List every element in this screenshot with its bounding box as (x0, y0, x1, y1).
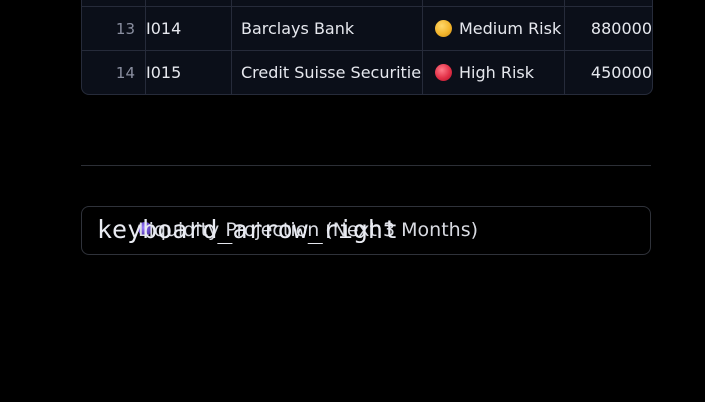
cell-risk[interactable]: Medium Risk (423, 7, 564, 51)
row-index: 14 (115, 64, 135, 82)
cell-name[interactable]: Barclays Bank (241, 19, 355, 38)
expander-title: Liquidity Projection (Next 3 Months) (138, 219, 479, 241)
section-divider (81, 165, 651, 166)
liquidity-projection-expander[interactable]: Liquidity Projection (Next 3 Months) key… (81, 206, 651, 255)
table-row[interactable]: 14 I015 Credit Suisse Securities High Ri… (82, 50, 652, 94)
risk-label: High Risk (459, 63, 535, 82)
medium-risk-dot-icon (435, 20, 452, 37)
cell-name[interactable]: Credit Suisse Securities (241, 63, 422, 82)
cell-amount[interactable]: 880000 (590, 19, 652, 38)
row-index: 13 (115, 20, 135, 38)
column-divider (422, 0, 423, 94)
column-divider (145, 0, 146, 94)
table-row[interactable]: 13 I014 Barclays Bank Medium Risk 880000 (82, 6, 652, 51)
cell-risk[interactable]: High Risk (423, 51, 564, 94)
data-table: 13 I014 Barclays Bank Medium Risk 880000… (81, 0, 653, 95)
column-divider (564, 0, 565, 94)
cell-id[interactable]: I014 (146, 19, 182, 38)
cell-amount[interactable]: 450000 (590, 63, 652, 82)
crystal-ball-icon (138, 222, 152, 236)
risk-label: Medium Risk (459, 19, 562, 38)
column-divider (231, 0, 232, 94)
keyboard-arrow-right-icon: keyboard_arrow_right (97, 215, 399, 244)
high-risk-dot-icon (435, 64, 452, 81)
cell-id[interactable]: I015 (146, 63, 182, 82)
